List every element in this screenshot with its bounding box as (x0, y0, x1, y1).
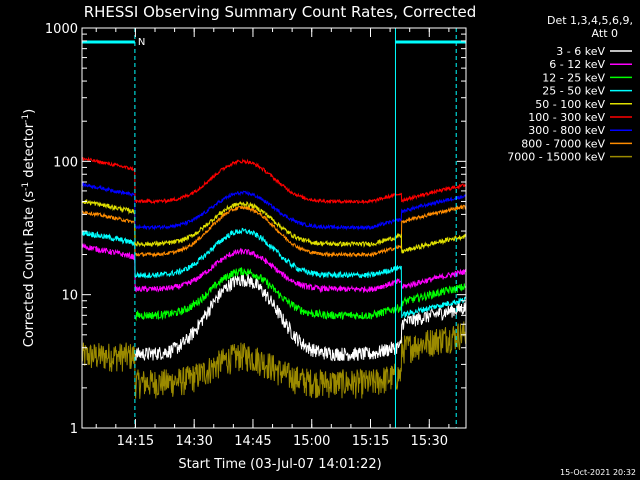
night-bar-label: N (138, 37, 145, 48)
y-tick-label-3: 1000 (45, 22, 78, 37)
x-tick-label-3: 15:00 (293, 434, 330, 449)
legend-header-detectors: Det 1,3,4,5,6,9, (547, 14, 633, 27)
series-line-3 (81, 227, 467, 319)
x-tick-label-2: 14:45 (234, 434, 271, 449)
y-tick-label-1: 10 (61, 289, 78, 304)
x-tick-label-4: 15:15 (352, 434, 389, 449)
legend-label-5: 100 - 300 keV (528, 111, 605, 124)
footer-timestamp: 15-Oct-2021 20:32 (560, 468, 636, 477)
x-tick-label-0: 14:15 (117, 434, 154, 449)
x-tick-label-5: 15:30 (411, 434, 448, 449)
plot-area: N 1 10 100 1000 14:15 14:30 14:45 15:00 15:15 15:3… (45, 22, 467, 449)
legend-label-0: 3 - 6 keV (556, 45, 605, 58)
legend-label-8: 7000 - 15000 keV (507, 151, 605, 164)
series-line-0 (134, 273, 467, 362)
legend-label-4: 50 - 100 keV (535, 98, 605, 111)
chart-title: RHESSI Observing Summary Count Rates, Co… (84, 3, 477, 21)
series-line-6 (81, 182, 467, 231)
plot-frame (81, 27, 467, 429)
y-axis-label: Corrected Count Rate (s-1 detector-1) (21, 109, 37, 347)
legend-label-2: 12 - 25 keV (542, 71, 605, 84)
legend-label-1: 6 - 12 keV (549, 58, 605, 71)
series-line-4 (81, 199, 467, 254)
y-tick-label-0: 1 (70, 422, 78, 437)
legend-label-6: 300 - 800 keV (528, 124, 605, 137)
y-tick-label-2: 100 (53, 155, 78, 170)
series-line-5 (81, 156, 467, 205)
x-tick-label-1: 14:30 (175, 434, 212, 449)
legend-label-3: 25 - 50 keV (542, 85, 605, 98)
series-line-7 (81, 204, 467, 258)
x-axis-label: Start Time (03-Jul-07 14:01:22) (178, 457, 381, 472)
legend-header-attenuator: Att 0 (592, 27, 618, 40)
series-line-2 (134, 267, 467, 322)
legend-label-7: 800 - 7000 keV (521, 137, 605, 150)
